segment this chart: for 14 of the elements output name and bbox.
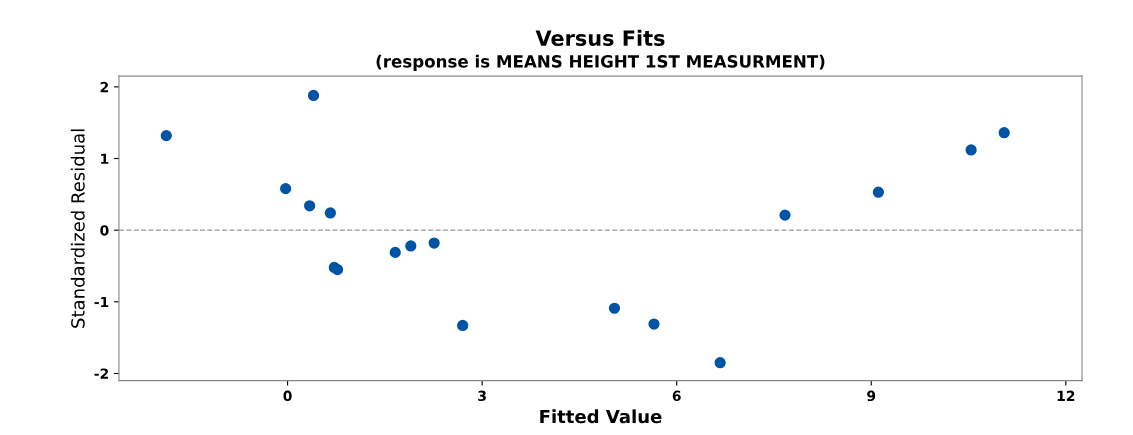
- y-tick-label: 2: [100, 81, 109, 93]
- x-tick-label: 9: [867, 390, 876, 402]
- y-axis-title: Standardized Residual: [70, 129, 85, 328]
- chart-title: Versus Fits: [535, 29, 665, 46]
- y-tick-label: -2: [94, 368, 109, 379]
- chart-subtitle: (response is MEANS HEIGHT 1ST MEASURMENT): [376, 54, 825, 71]
- x-tick-label: 3: [478, 390, 486, 402]
- x-tick-label: 6: [672, 390, 681, 402]
- y-tick-label: 1: [101, 153, 109, 164]
- x-tick-label: 12: [1057, 390, 1075, 401]
- x-tick-label: 0: [283, 390, 292, 402]
- x-axis-title: Fitted Value: [540, 409, 662, 424]
- y-tick-label: -1: [94, 296, 109, 308]
- y-tick-label: 0: [100, 225, 109, 236]
